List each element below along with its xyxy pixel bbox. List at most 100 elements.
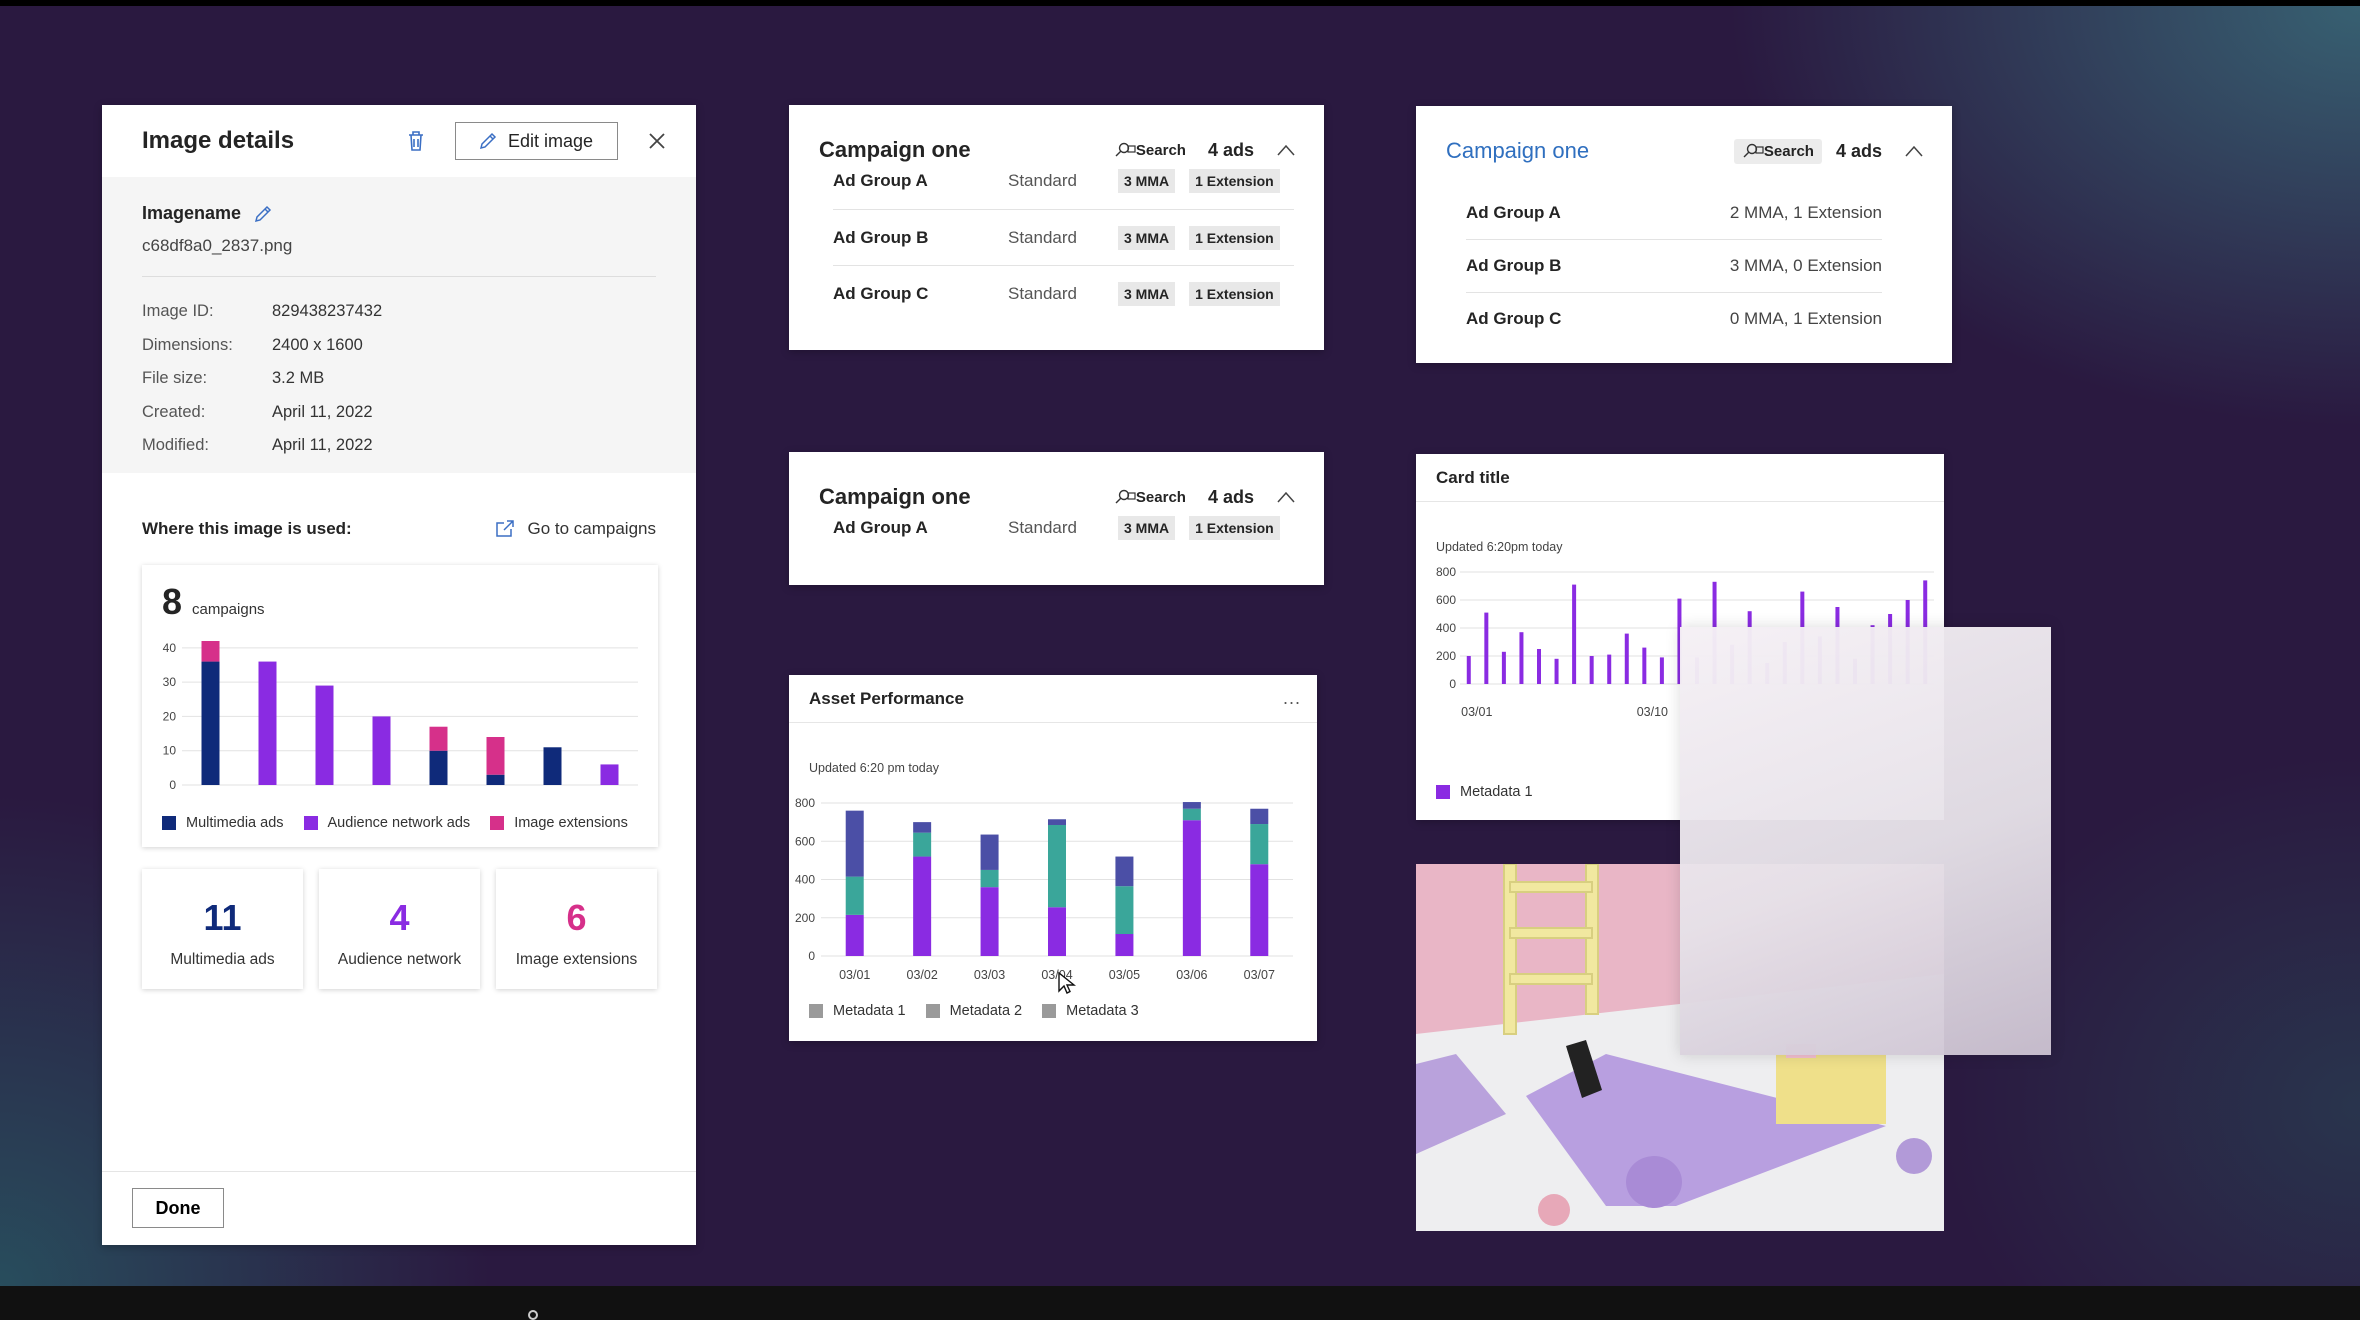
legend-item[interactable]: Multimedia ads [162,815,284,831]
ad-group-row[interactable]: Ad Group A 2 MMA, 1 Extension [1466,186,1882,239]
ad-group-list: Ad Group A Standard 3 MMA 1 Extension Ad Gro… [789,153,1324,321]
stat-number: 11 [203,897,242,938]
mma-badge: 3 MMA [1118,516,1176,540]
legend-item[interactable]: Metadata 3 [1042,1003,1139,1019]
legend-label: Image extensions [514,815,628,831]
search-button[interactable]: Search [1106,138,1194,163]
panel-header: Image details Edit image [102,105,696,177]
panel-footer: Done [102,1171,696,1245]
stat-card: 6 Image extensions [496,869,657,989]
bar-segment-2 [845,876,864,915]
y-tick-label: 600 [795,834,815,848]
bar-segment-1 [1115,934,1134,956]
legend-item[interactable]: Metadata 2 [925,1003,1022,1019]
ad-group-row[interactable]: Ad Group C Standard 3 MMA 1 Extension [833,265,1294,321]
ad-group-name: Ad Group A [833,518,928,537]
x-tick-label: 03/05 [1109,968,1140,982]
metadata-row: Created: April 11, 2022 [142,396,656,430]
campaign-title-link[interactable]: Campaign one [1446,138,1590,163]
search-label: Search [1135,488,1186,506]
legend-item[interactable]: Metadata 1 [809,1003,906,1019]
ad-group-name: Ad Group C [833,283,929,303]
ad-group-row[interactable]: Ad Group B 3 MMA, 0 Extension [1466,239,1882,292]
go-to-campaigns-link[interactable]: Go to campaigns [495,519,656,539]
chevron-up-icon[interactable] [1904,144,1924,158]
y-tick-label: 0 [169,778,176,792]
legend-swatch [1436,785,1450,799]
campaigns-chart-card: 8 campaigns 0 10 20 30 40 Multimedia ads Audi… [142,565,658,847]
ads-count: 4 ads [1835,140,1882,161]
campaign-title: Campaign one [819,484,971,509]
metadata-value: April 11, 2022 [272,402,373,421]
ad-group-list: Ad Group A Standard 3 MMA 1 Extension [789,500,1324,556]
metadata-key: Image ID: [142,302,214,320]
bar-segment-1 [845,914,864,956]
edit-image-label: Edit image [507,130,593,151]
close-icon[interactable] [646,130,668,152]
metadata-list: Image ID: 829438237432 Dimensions: 2400 x 1… [142,295,656,463]
bottom-bar [0,1286,2360,1320]
legend-label: Multimedia ads [186,815,284,831]
campaign-card-3: Campaign one Search 4 ads Ad Group A Stan… [789,452,1324,585]
legend-item[interactable]: Metadata 1 [1436,784,1533,800]
bar-segment-1 [1250,864,1269,956]
asset-chart-legend: Metadata 1 Metadata 2 Metadata 3 [809,1003,1159,1019]
legend-swatch [809,1004,823,1018]
edit-image-button[interactable]: Edit image [454,122,618,160]
bar-segment-2 [600,764,619,785]
done-button[interactable]: Done [132,1188,224,1228]
divider [142,276,656,277]
chevron-up-icon[interactable] [1276,490,1296,504]
search-button[interactable]: Search [1106,485,1194,510]
trash-icon[interactable] [405,129,427,153]
chevron-up-icon[interactable] [1276,143,1296,157]
rename-pencil-icon[interactable] [253,204,273,224]
stat-card: 11 Multimedia ads [142,869,303,989]
bar-segment-1 [1642,647,1647,684]
ad-group-row[interactable]: Ad Group A Standard 3 MMA 1 Extension [833,500,1294,556]
bar-segment-1 [543,747,562,785]
bar-segment-1 [1182,820,1201,956]
ad-group-row[interactable]: Ad Group A Standard 3 MMA 1 Extension [833,153,1294,209]
ad-group-name: Ad Group C [1466,309,1562,328]
imagename-label: Imagename [142,203,242,223]
usage-label: Where this image is used: [142,519,352,538]
metadata-row: Modified: April 11, 2022 [142,429,656,463]
bar-segment-2 [1250,824,1269,865]
bar-segment-2 [1182,808,1201,821]
bar-segment-1 [1659,657,1664,684]
search-button[interactable]: Search [1733,138,1822,164]
y-tick-label: 400 [1436,621,1456,635]
y-tick-label: 200 [1436,649,1456,663]
metadata-key: Dimensions: [142,335,233,354]
y-tick-label: 10 [163,744,177,758]
pencil-icon [479,132,497,150]
bar-segment-1 [1501,651,1506,684]
ad-group-counts: 0 MMA, 1 Extension [1729,309,1882,328]
bar-segment-1 [913,856,932,956]
stat-card: 4 Audience network [319,869,480,989]
ad-group-row[interactable]: Ad Group C 0 MMA, 1 Extension [1466,292,1882,345]
y-tick-label: 0 [808,949,815,963]
extension-badge: 1 Extension [1189,516,1280,540]
y-tick-label: 800 [1436,566,1456,579]
more-options-icon[interactable]: ... [1282,688,1301,708]
bar-segment-1 [980,887,999,956]
legend-swatch [162,816,176,830]
bar-segment-1 [1466,656,1471,684]
bar-segment-2 [1048,824,1066,908]
updated-timestamp: Updated 6:20pm today [1436,540,1563,554]
legend-item[interactable]: Audience network ads [303,815,470,831]
ad-group-type: Standard [1008,227,1077,247]
card-header: Card title [1416,454,1944,502]
ad-group-row[interactable]: Ad Group B Standard 3 MMA 1 Extension [833,209,1294,265]
stat-label: Audience network [337,951,462,968]
bar-segment-3 [1250,808,1269,825]
bar-segment-2 [258,661,277,785]
bar-segment-3 [980,834,999,870]
y-tick-label: 40 [163,641,177,655]
bar-segment-3 [486,737,505,775]
stat-label: Image extensions [515,951,638,968]
search-label: Search [1135,141,1186,159]
legend-item[interactable]: Image extensions [490,815,628,831]
